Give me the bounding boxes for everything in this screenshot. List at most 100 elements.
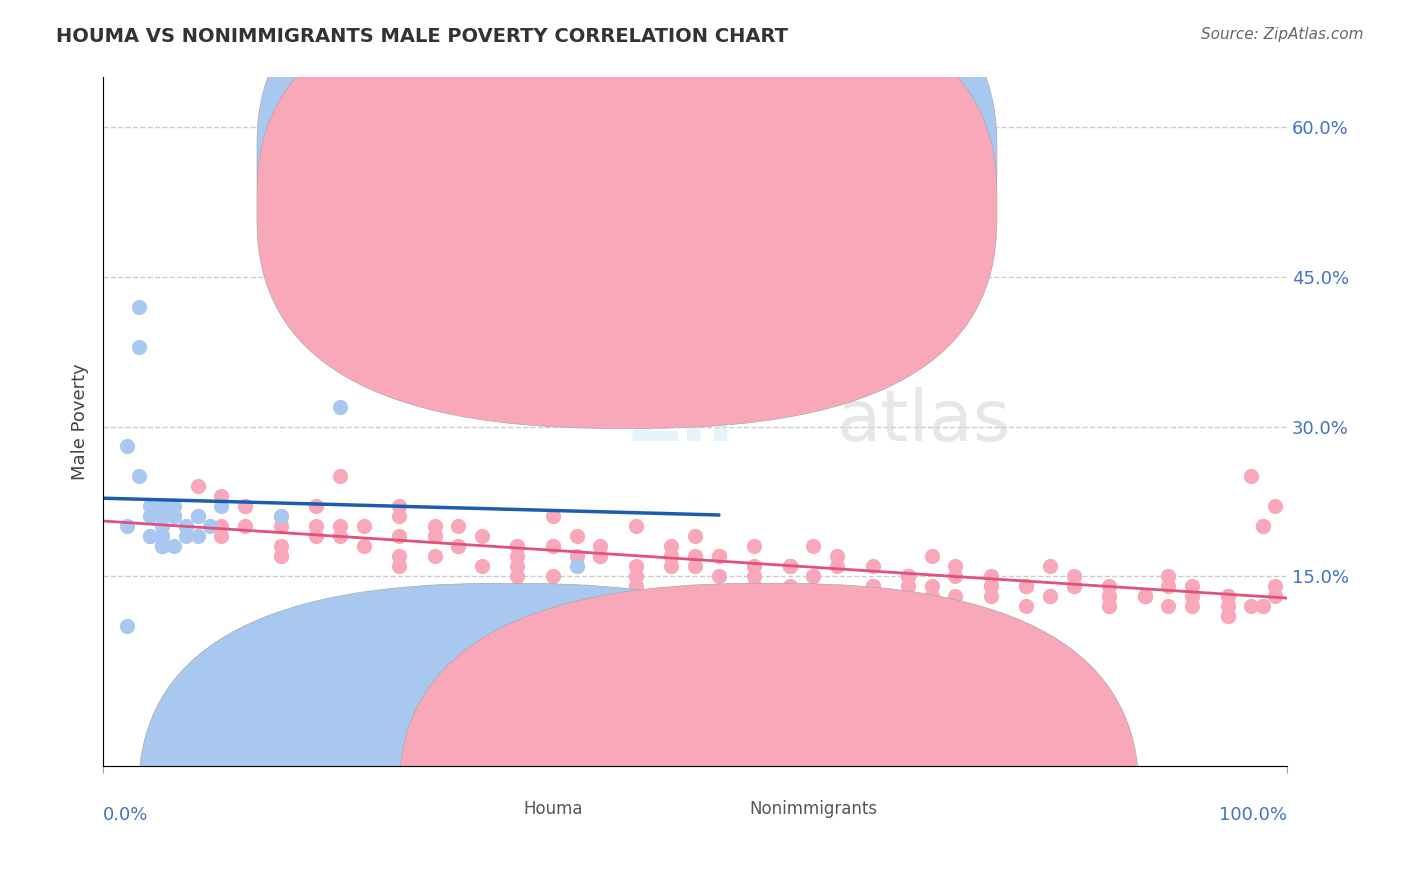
Point [1216,589,1239,603]
Point [305,500,328,514]
Text: Source: ZipAtlas.com: Source: ZipAtlas.com [1201,27,1364,42]
Point [659,539,682,553]
Point [1098,579,1121,593]
Text: 100.0%: 100.0% [1219,805,1286,823]
Point [1039,589,1062,603]
Point [163,539,186,553]
Point [329,529,352,543]
Point [163,509,186,524]
FancyBboxPatch shape [257,0,997,428]
Point [541,539,564,553]
Point [388,559,411,574]
Point [388,500,411,514]
Point [683,549,706,564]
Point [270,549,292,564]
Point [150,529,173,543]
Point [150,539,173,553]
Point [624,569,647,583]
Point [742,559,765,574]
Point [423,549,446,564]
Point [1251,519,1274,533]
Point [447,519,470,533]
Point [329,400,352,414]
Point [270,539,292,553]
Point [921,589,943,603]
Point [624,559,647,574]
Point [1216,589,1239,603]
Point [862,589,884,603]
Point [921,549,943,564]
Point [897,569,920,583]
Point [1063,569,1085,583]
Point [233,500,256,514]
Point [742,539,765,553]
Point [589,549,612,564]
Point [1216,609,1239,624]
Point [174,519,197,533]
Point [945,569,967,583]
FancyBboxPatch shape [589,126,967,235]
Point [388,220,411,235]
Point [825,589,848,603]
Point [233,500,256,514]
Point [945,589,967,603]
Point [541,569,564,583]
Point [659,549,682,564]
Point [270,519,292,533]
Point [150,529,173,543]
Point [187,479,209,493]
Point [1157,579,1180,593]
Point [150,500,173,514]
Point [779,559,801,574]
Y-axis label: Male Poverty: Male Poverty [72,363,89,480]
Point [1133,589,1156,603]
Point [1264,500,1286,514]
Text: HOUMA VS NONIMMIGRANTS MALE POVERTY CORRELATION CHART: HOUMA VS NONIMMIGRANTS MALE POVERTY CORR… [56,27,789,45]
FancyBboxPatch shape [257,0,997,380]
Point [1098,589,1121,603]
Point [1264,589,1286,603]
Point [233,519,256,533]
Point [565,529,588,543]
Point [198,519,221,533]
Point [1098,599,1121,613]
Point [659,549,682,564]
Text: Houma: Houma [523,800,582,818]
Point [1251,519,1274,533]
Text: atlas: atlas [837,387,1011,456]
Point [683,599,706,613]
Point [742,589,765,603]
Point [150,539,173,553]
Point [270,549,292,564]
Point [801,569,824,583]
Point [211,500,233,514]
Point [1015,599,1038,613]
Point [1251,599,1274,613]
Text: Nonimmigrants: Nonimmigrants [749,800,877,818]
Point [1039,589,1062,603]
Point [779,579,801,593]
Point [115,519,138,533]
Point [707,549,730,564]
Point [1240,599,1263,613]
Point [163,500,186,514]
Point [305,529,328,543]
Point [447,539,470,553]
Point [329,519,352,533]
Point [270,509,292,524]
Point [150,539,173,553]
Point [921,579,943,593]
Point [506,569,529,583]
Point [541,509,564,524]
Point [471,529,494,543]
Point [423,529,446,543]
Point [897,579,920,593]
Point [589,549,612,564]
Point [825,559,848,574]
Point [174,529,197,543]
Point [211,489,233,503]
Point [1216,599,1239,613]
Point [174,519,197,533]
Point [565,549,588,564]
Point [1133,589,1156,603]
